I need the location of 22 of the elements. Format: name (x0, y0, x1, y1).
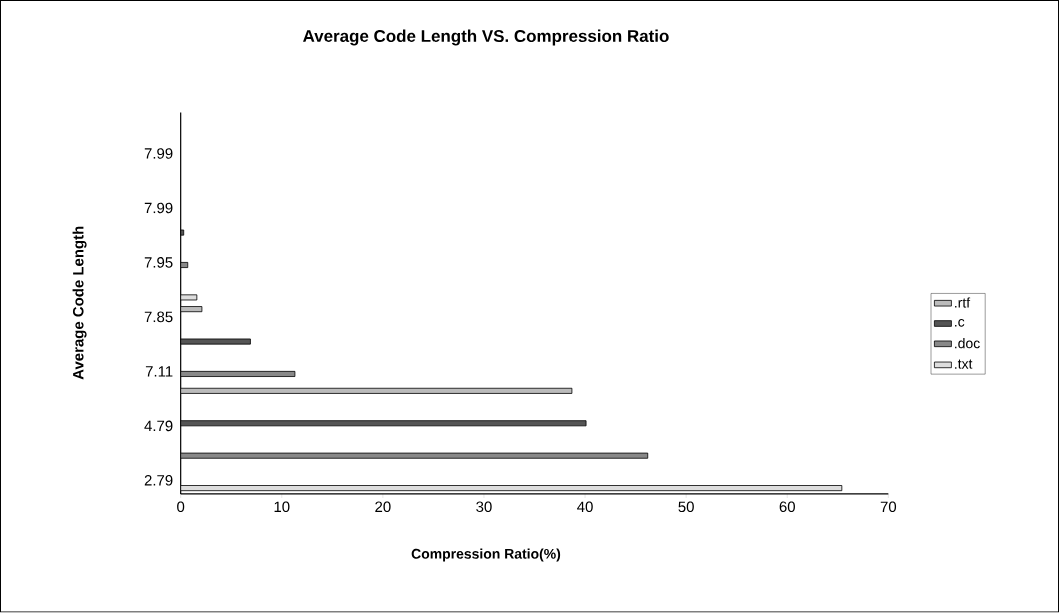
y-tick-label: 4.79 (144, 420, 173, 432)
x-tick-label: 70 (880, 501, 897, 513)
x-tick-label: 30 (476, 501, 492, 513)
y-tick-label: 7.95 (144, 257, 173, 268)
x-tick-label: 0 (177, 501, 185, 513)
legend-label: .rtf (955, 297, 971, 308)
legend-label: .doc (955, 338, 980, 349)
x-axis-title: Compression Ratio(%) (411, 548, 561, 562)
legend-label: .c (955, 319, 965, 327)
y-tick-label: 7.85 (144, 311, 173, 323)
x-tick-label: 10 (274, 501, 290, 513)
x-tick-label: 40 (577, 501, 593, 513)
chart-title: Average Code Length VS. Compression Ratio (303, 29, 669, 46)
y-tick-label: 7.11 (145, 366, 173, 377)
x-tick-label: 60 (779, 501, 795, 513)
y-tick-label: 7.99 (144, 202, 173, 214)
y-tick-label: 2.79 (144, 475, 173, 486)
x-tick-label: 20 (375, 501, 391, 513)
y-axis-title: Average Code Length (72, 226, 87, 380)
x-tick-label: 50 (678, 501, 694, 513)
y-tick-label: 7.99 (144, 148, 173, 159)
legend-label: .txt (955, 359, 973, 369)
